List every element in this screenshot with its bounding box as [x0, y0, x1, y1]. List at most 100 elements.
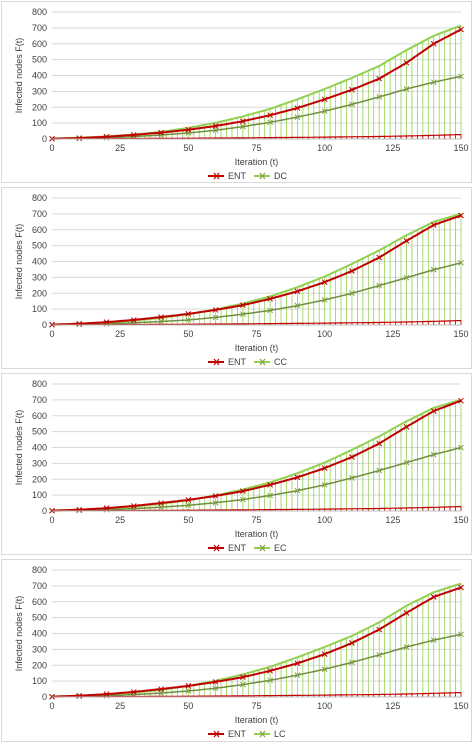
legend: ENT DC [208, 171, 287, 181]
x-tick-label: 150 [453, 701, 468, 711]
chart-panel-cc: 0 100 200 300 400 500 600 700 800 0 25 50 75 100 125 15… [1, 187, 472, 369]
data-point [130, 132, 137, 138]
legend-marker [213, 730, 220, 738]
data-point [458, 73, 464, 80]
legend-label-ec: EC [274, 543, 287, 553]
data-point [458, 259, 464, 266]
data-point [267, 677, 273, 684]
data-point [349, 640, 355, 646]
x-tick-label: 0 [49, 515, 54, 525]
series-path [51, 586, 462, 698]
data-point [321, 465, 328, 471]
data-point [212, 307, 219, 313]
data-point [430, 40, 437, 47]
x-tick-label: 0 [49, 701, 54, 711]
data-point [294, 487, 301, 494]
x-tick-label: 125 [385, 701, 400, 711]
x-tick-label: 50 [183, 515, 193, 525]
green-variability-band [51, 583, 462, 697]
green-band-upper-line [51, 24, 462, 140]
x-tick-label: 50 [183, 329, 193, 339]
data-point [240, 302, 246, 309]
data-point [294, 105, 301, 111]
y-axis-title: Infected nodes F(t) [14, 410, 24, 486]
data-point [458, 631, 464, 638]
data-point [240, 311, 246, 318]
data-point [294, 288, 301, 295]
y-tick-label: 600 [32, 411, 47, 421]
y-tick-label: 500 [32, 613, 47, 623]
y-tick-label: 700 [32, 209, 47, 219]
y-tick-label: 300 [32, 644, 47, 654]
data-point [430, 637, 437, 644]
data-point [158, 129, 164, 136]
data-point [240, 674, 246, 681]
y-tick-label: 400 [32, 629, 47, 639]
data-point [430, 594, 437, 600]
x-tick-label: 25 [115, 701, 125, 711]
data-point [321, 651, 328, 657]
y-tick-label: 800 [32, 565, 47, 575]
data-point [185, 683, 192, 689]
chart-svg-lc: 0 100 200 300 400 500 600 700 800 0 25 50 75 100 125 15… [14, 565, 469, 739]
data-point [267, 112, 273, 119]
data-point [185, 497, 192, 503]
series-path [51, 214, 462, 326]
data-point [240, 118, 246, 125]
y-tick-label: 0 [42, 692, 47, 702]
x-axis-title: Iteration (t) [235, 343, 279, 353]
y-tick-label: 700 [32, 581, 47, 591]
y-tick-label: 700 [32, 395, 47, 405]
y-tick-label: 0 [42, 506, 47, 516]
chart-svg-cc: 0 100 200 300 400 500 600 700 800 0 25 50 75 100 125 15… [14, 193, 469, 367]
legend-marker [213, 172, 220, 180]
series-path [52, 75, 462, 140]
data-point [321, 279, 328, 285]
y-tick-label: 800 [32, 7, 47, 17]
data-point [349, 290, 355, 297]
legend-marker [259, 358, 266, 366]
data-point [212, 314, 219, 321]
y-tick-label: 400 [32, 257, 47, 267]
data-point [376, 94, 383, 100]
data-point [240, 488, 246, 495]
y-tick-label: 500 [32, 427, 47, 437]
data-point [294, 302, 301, 309]
x-tick-label: 75 [251, 515, 261, 525]
green-variability-band [51, 213, 462, 325]
data-point [403, 59, 410, 66]
y-tick-label: 100 [32, 676, 47, 686]
y-tick-label: 200 [32, 288, 47, 298]
series-path [52, 633, 462, 698]
series-line-lc [49, 631, 464, 700]
data-point [185, 502, 192, 509]
data-point [349, 101, 355, 108]
data-point [403, 644, 410, 650]
data-point [349, 454, 355, 460]
green-band-upper-line [51, 398, 462, 512]
data-point [321, 108, 328, 115]
y-tick-label: 100 [32, 118, 47, 128]
legend-label-ent: ENT [228, 543, 247, 553]
x-tick-label: 75 [251, 143, 261, 153]
y-tick-label: 600 [32, 225, 47, 235]
data-point [185, 126, 192, 133]
x-tick-label: 150 [453, 329, 468, 339]
data-point [458, 584, 464, 591]
y-tick-label: 0 [42, 320, 47, 330]
legend-label-cc: CC [274, 357, 287, 367]
y-axis-title: Infected nodes F(t) [14, 596, 24, 672]
legend-marker [259, 730, 266, 738]
green-variability-band [51, 399, 462, 511]
data-point [403, 238, 410, 244]
legend-label-lc: LC [274, 729, 286, 739]
legend-marker [213, 544, 220, 552]
data-point [130, 317, 137, 323]
data-point [76, 135, 83, 141]
data-point [430, 79, 437, 86]
data-point [376, 652, 383, 658]
data-point [376, 254, 383, 261]
data-point [294, 660, 301, 667]
data-point [212, 123, 219, 129]
series-line-ent [49, 397, 464, 514]
